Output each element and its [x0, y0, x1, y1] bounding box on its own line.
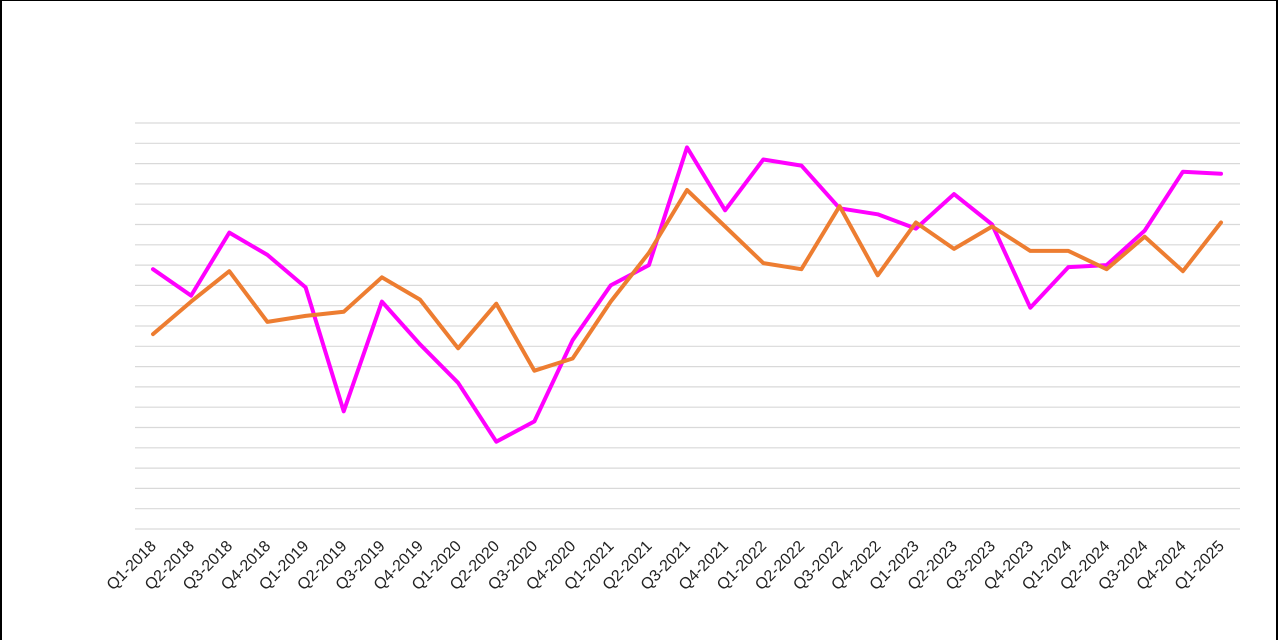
series-line-2	[151, 188, 1223, 373]
series-lines	[151, 145, 1223, 444]
x-axis-tick-labels: Q1-2018Q2-2018Q3-2018Q4-2018Q1-2019Q2-20…	[104, 538, 1228, 594]
gridlines	[135, 122, 1240, 530]
series-line-1	[151, 145, 1223, 444]
